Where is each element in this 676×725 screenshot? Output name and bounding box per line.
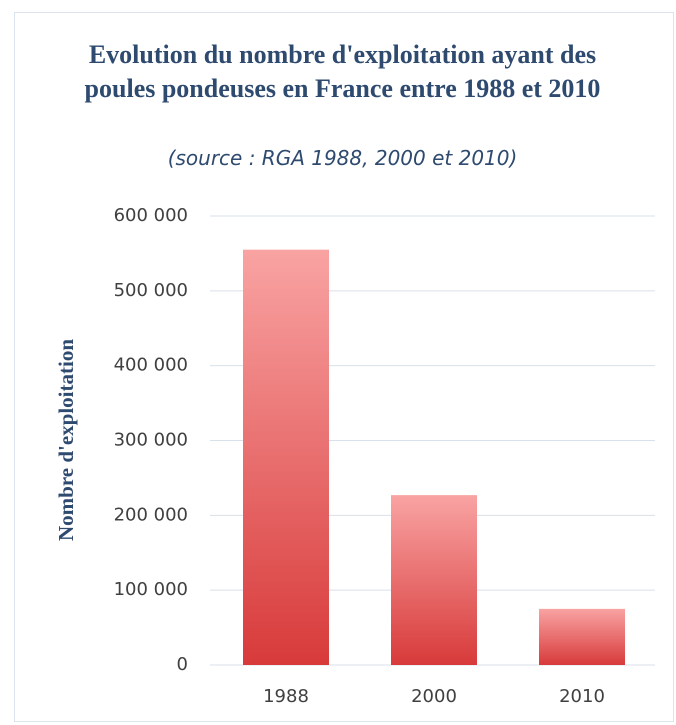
x-tick-label: 2000 <box>411 686 457 707</box>
y-tick-label: 300 000 <box>114 430 188 451</box>
y-tick-label: 500 000 <box>114 280 188 301</box>
bar <box>539 608 625 665</box>
y-tick-label: 200 000 <box>114 504 188 525</box>
chart-subtitle: (source : RGA 1988, 2000 et 2010) <box>167 146 518 170</box>
y-tick-label: 100 000 <box>114 579 188 600</box>
y-tick-label: 0 <box>177 654 188 675</box>
bar <box>391 495 477 665</box>
chart-frame <box>14 12 674 722</box>
y-tick-label: 600 000 <box>114 205 188 226</box>
chart-title: Evolution du nombre d'exploitation ayant… <box>84 40 601 103</box>
y-tick-label: 400 000 <box>114 355 188 376</box>
x-tick-label: 2010 <box>559 686 605 707</box>
x-tick-label: 1988 <box>263 686 309 707</box>
y-axis-label: Nombre d'exploitation <box>54 339 78 541</box>
bar <box>243 249 329 666</box>
